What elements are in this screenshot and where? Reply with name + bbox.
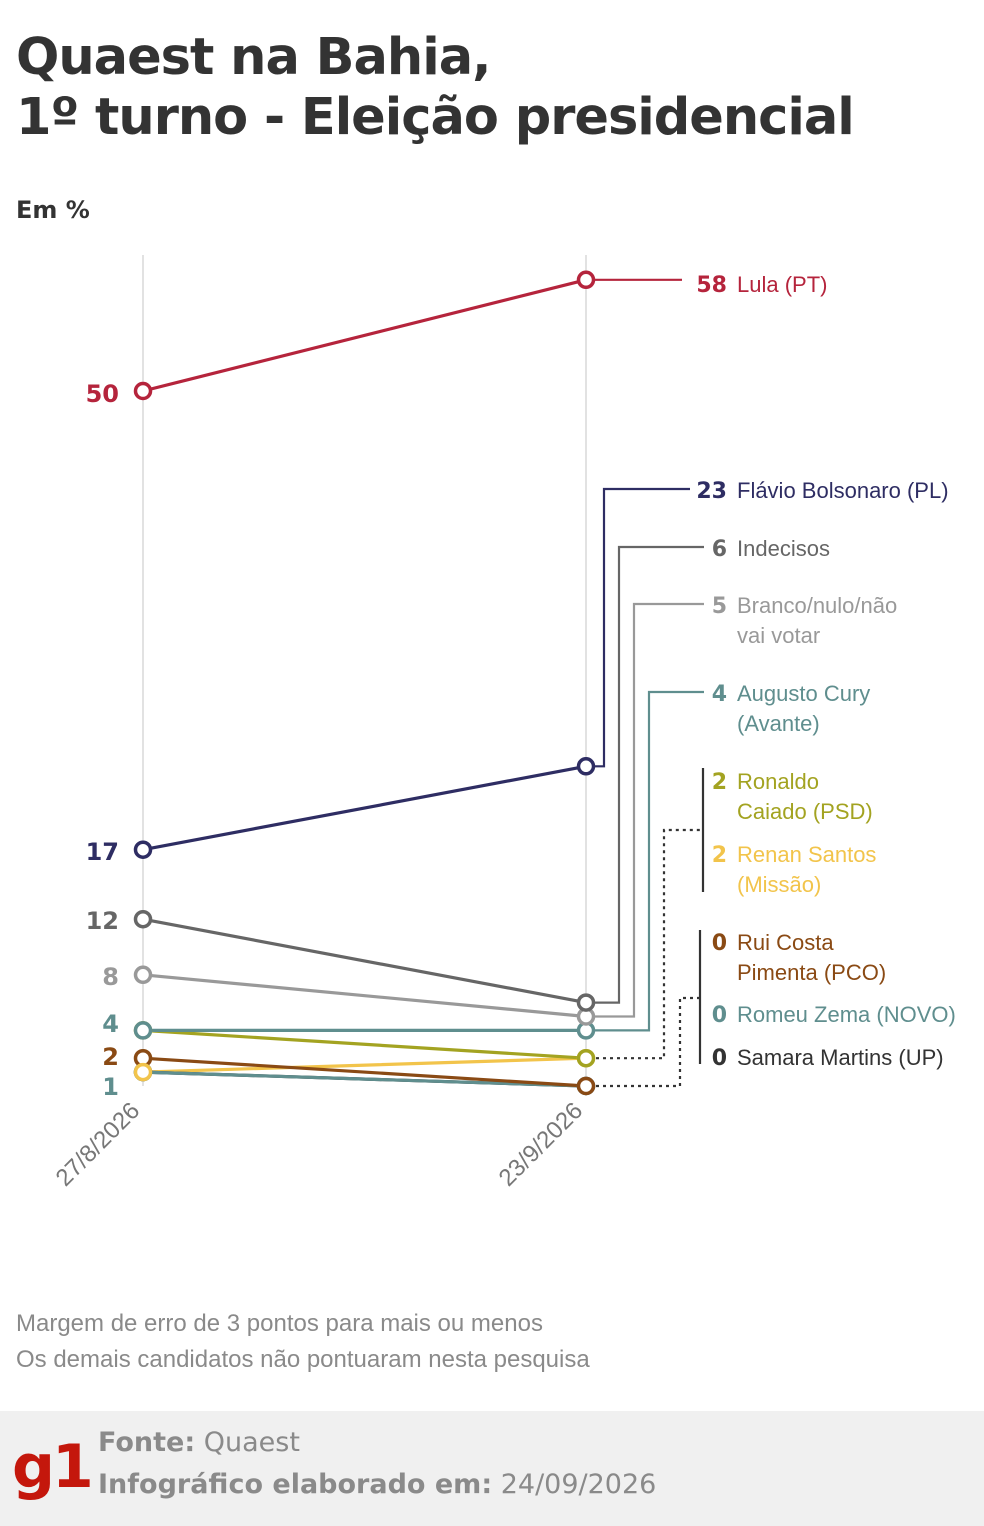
series-line-renan-santos-missao [141, 1056, 588, 1074]
connector-layer [594, 278, 705, 1088]
source-line: Fonte: Quaest [98, 1427, 300, 1458]
series-line-indecisos [141, 917, 588, 1005]
leader-cury [594, 690, 704, 1032]
source-label: Fonte: [98, 1427, 196, 1458]
footnotes: Margem de erro de 3 pontos para mais ou … [16, 1306, 590, 1378]
data-point-flavio-bolsonaro-pl-end [576, 757, 596, 776]
data-point-rui-costa-pimenta-pco-end [576, 1076, 596, 1096]
x-tick-label-1: 27/8/2026 [51, 1097, 146, 1192]
end-name-10-line-1: Samara Martins (UP) [737, 1045, 944, 1070]
end-name-5-line-2: (Avante) [737, 711, 820, 736]
start-label-7: 1 [102, 1073, 119, 1101]
made-value: 24/09/2026 [500, 1469, 657, 1500]
end-name-6-line-2: Caiado (PSD) [737, 799, 873, 824]
end-value-9: 0 [712, 1003, 727, 1028]
end-value-1: 58 [696, 273, 727, 298]
end-name-7-line-2: (Missão) [737, 872, 821, 897]
end-name-8-line-2: Pimenta (PCO) [737, 960, 886, 985]
leader-indecisos [594, 545, 704, 1004]
footer: g1 Fonte: Quaest Infográfico elaborado e… [0, 1411, 984, 1526]
end-name-1-line-1: Lula (PT) [737, 272, 827, 297]
end-name-5-line-1: Augusto Cury [737, 681, 870, 706]
series-line-lula-pt [141, 278, 588, 393]
leader-branco [594, 602, 704, 1018]
start-label-5: 4 [102, 1010, 119, 1038]
g1-logo: g1 [12, 1432, 94, 1502]
end-value-5: 4 [712, 682, 727, 707]
made-date-line: Infográfico elaborado em: 24/09/2026 [98, 1469, 656, 1500]
end-name-2-line-1: Flávio Bolsonaro (PL) [737, 478, 949, 503]
series-lines-layer [141, 278, 588, 1088]
x-tick-label-2: 23/9/2026 [494, 1097, 589, 1192]
footnote-margin: Margem de erro de 3 pontos para mais ou … [16, 1310, 543, 1337]
series-line-rui-costa-pimenta-pco [141, 1056, 588, 1088]
leader-flavio [594, 487, 690, 768]
data-point-indecisos-end [576, 993, 596, 1012]
end-name-6-line-1: Ronaldo [737, 769, 819, 794]
footnote-candidates: Os demais candidatos não pontuaram nesta… [16, 1346, 590, 1373]
end-value-10: 0 [712, 1046, 727, 1071]
start-label-4: 8 [102, 963, 119, 991]
x-axis-labels: 27/8/2026 23/9/2026 [51, 1097, 589, 1192]
series-line-ronaldo-caiado-psd [141, 1028, 588, 1060]
end-value-6: 2 [712, 770, 727, 795]
end-name-8-line-1: Rui Costa [737, 930, 834, 955]
start-label-2: 17 [86, 838, 119, 866]
end-name-4-line-1: Branco/nulo/não [737, 593, 897, 618]
chart-title-line-1: Quaest na Bahia, [16, 28, 492, 87]
data-point-indecisos-start [133, 909, 153, 929]
data-point-flavio-bolsonaro-pl-start [133, 840, 153, 859]
end-value-4: 5 [712, 594, 727, 619]
data-point-lula-pt-start [133, 381, 153, 401]
leader-caiado-renan [596, 828, 702, 1060]
made-label: Infográfico elaborado em: [98, 1469, 493, 1500]
data-point-augusto-cury-avante-start [133, 1021, 153, 1040]
series-line-romeu-zema-novo [141, 1070, 588, 1088]
series-line-flavio-bolsonaro-pl [141, 764, 588, 852]
series-line-branco-nulo-nao-vai-votar [141, 973, 588, 1019]
data-point-renan-santos-missao-start [133, 1062, 153, 1082]
end-name-3-line-1: Indecisos [737, 536, 830, 561]
end-value-7: 2 [712, 843, 727, 868]
data-point-lula-pt-end [576, 270, 596, 290]
leader-zero-group [596, 996, 700, 1088]
start-value-labels: 50 17 12 8 4 21 [86, 380, 119, 1101]
end-value-2: 23 [696, 479, 727, 504]
chart-title: Quaest na Bahia, 1º turno - Eleição pres… [16, 28, 855, 148]
chart-title-line-2: 1º turno - Eleição presidencial [16, 88, 855, 147]
start-label-6: 2 [102, 1043, 119, 1071]
data-point-ronaldo-caiado-psd-end [576, 1048, 596, 1068]
end-value-labels: 58 Lula (PT) 23 Flávio Bolsonaro (PL) 6 Indec… [696, 272, 955, 1071]
end-value-8: 0 [712, 931, 727, 956]
end-name-9-line-1: Romeu Zema (NOVO) [737, 1002, 956, 1027]
source-value: Quaest [203, 1427, 300, 1458]
data-point-branco-nulo-nao-vai-votar-start [133, 965, 153, 985]
end-name-7-line-1: Renan Santos [737, 842, 876, 867]
end-value-3: 6 [712, 537, 727, 562]
unit-label: Em % [16, 196, 90, 224]
start-label-1: 50 [86, 380, 119, 408]
data-points-layer [133, 270, 596, 1096]
start-label-3: 12 [86, 907, 119, 935]
end-name-4-line-2: vai votar [737, 623, 820, 648]
